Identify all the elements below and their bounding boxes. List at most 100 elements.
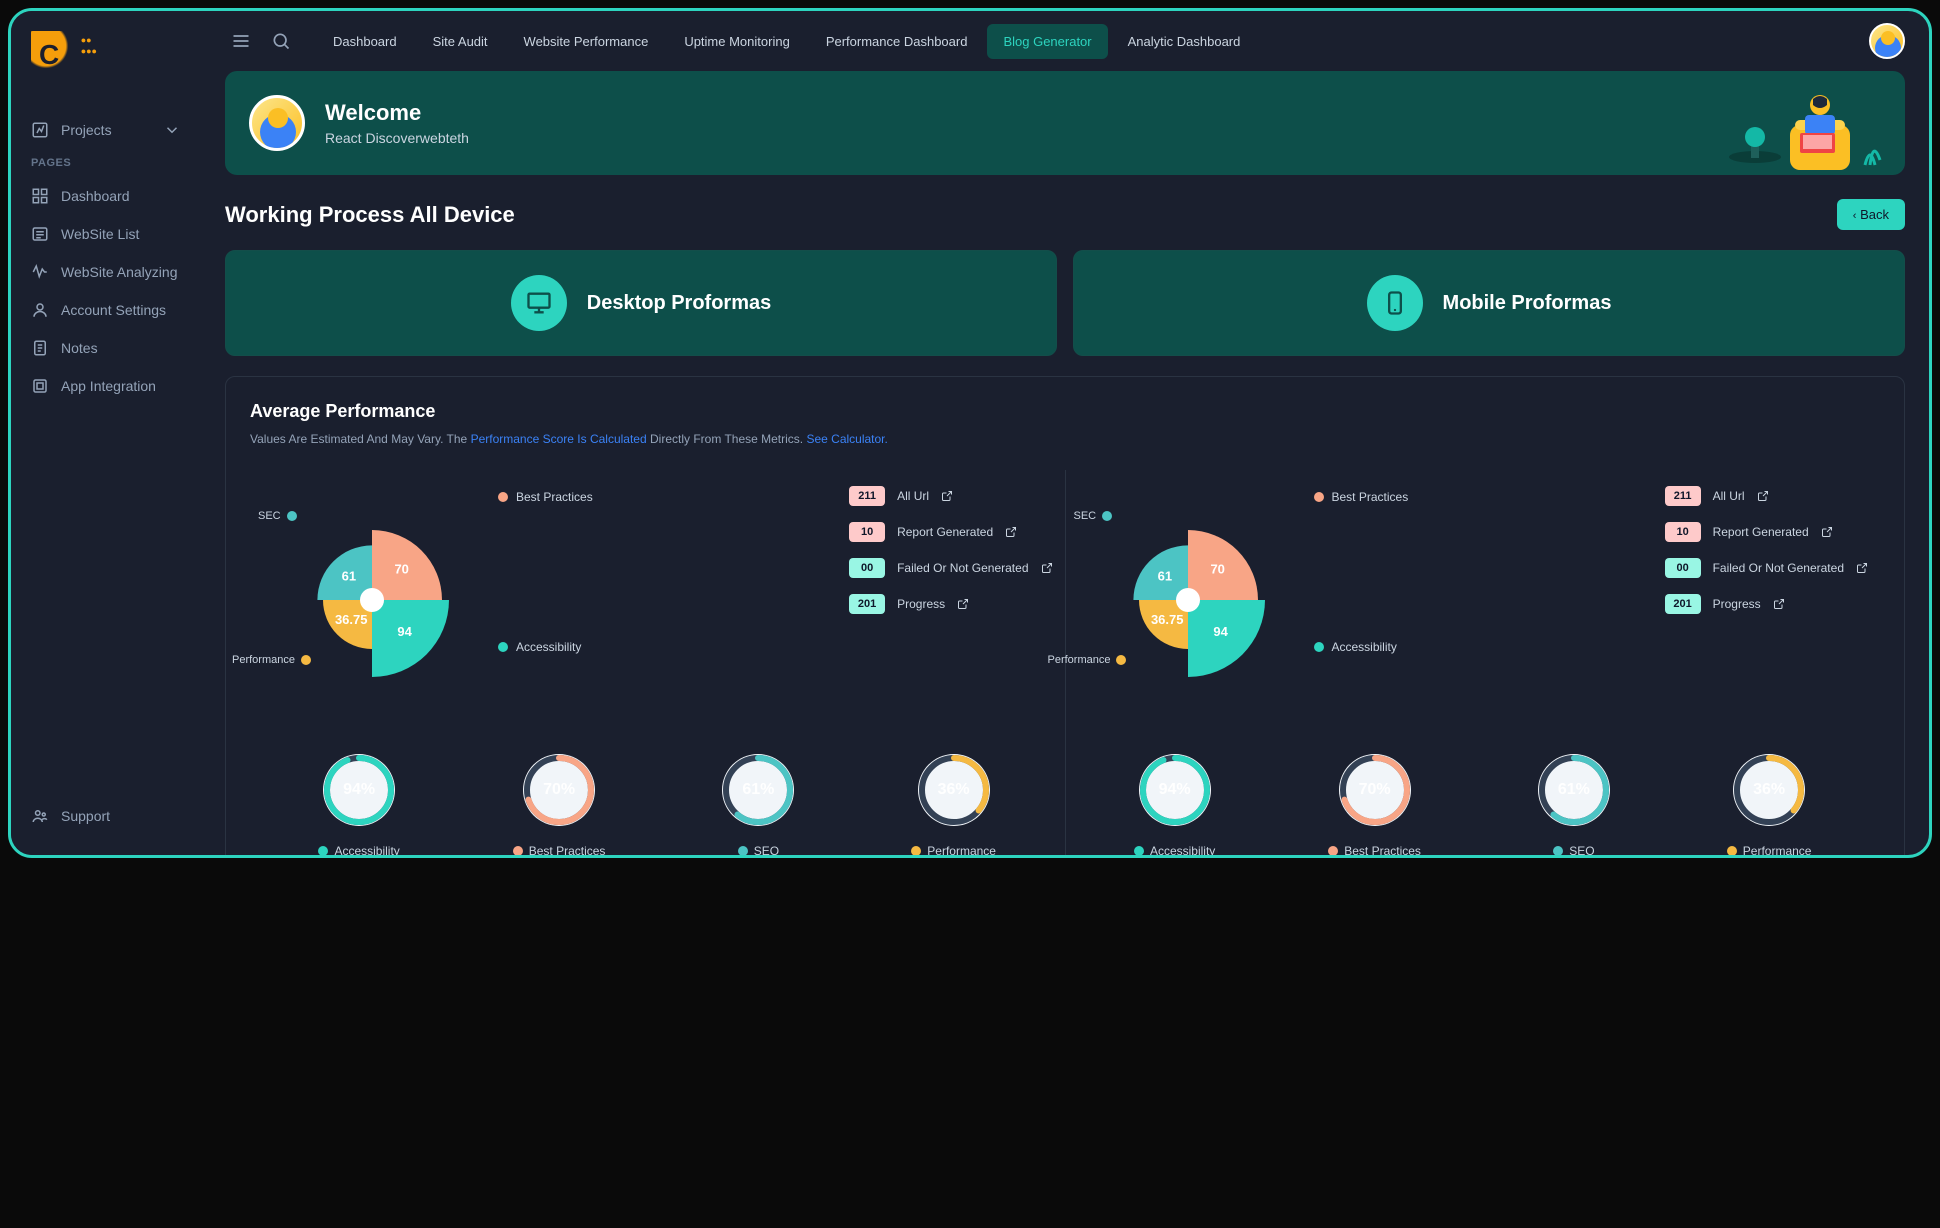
nav-blog-generator[interactable]: Blog Generator bbox=[987, 24, 1107, 59]
sidebar-label: WebSite Analyzing bbox=[61, 264, 177, 280]
nav-analytic-dashboard[interactable]: Analytic Dashboard bbox=[1112, 24, 1257, 59]
svg-text:70: 70 bbox=[394, 562, 408, 577]
file-icon bbox=[31, 339, 49, 357]
sidebar-label: Support bbox=[61, 808, 110, 824]
pie-label: Performance bbox=[232, 654, 295, 666]
dot-icon bbox=[498, 492, 508, 502]
welcome-subtitle: React Discoverwebteth bbox=[325, 130, 469, 146]
logo: ●●●●● bbox=[31, 31, 91, 81]
dot-icon bbox=[498, 642, 508, 652]
stat-row[interactable]: 10Report Generated bbox=[849, 522, 1052, 542]
stat-label: Report Generated bbox=[1713, 525, 1809, 539]
stat-badge: 00 bbox=[849, 558, 885, 578]
device-card-smartphone[interactable]: Mobile Proformas bbox=[1073, 250, 1905, 356]
smartphone-icon bbox=[1367, 275, 1423, 331]
stat-row[interactable]: 00Failed Or Not Generated bbox=[1665, 558, 1868, 578]
chevron-down-icon bbox=[163, 121, 181, 139]
ring-item: 94% Accessibility bbox=[1134, 750, 1215, 855]
svg-text:61: 61 bbox=[1157, 568, 1171, 583]
ring-item: 36% Performance bbox=[1727, 750, 1812, 855]
welcome-title: Welcome bbox=[325, 100, 469, 126]
nav-website-performance[interactable]: Website Performance bbox=[508, 24, 665, 59]
legend-label: Best Practices bbox=[516, 490, 593, 504]
svg-text:61: 61 bbox=[342, 568, 356, 583]
perf-link-see[interactable]: See Calculator. bbox=[806, 432, 887, 446]
stat-row[interactable]: 10 Report Generated bbox=[1665, 522, 1868, 542]
ring-pct: 36% bbox=[1753, 781, 1785, 799]
dot-icon bbox=[1328, 846, 1338, 855]
sidebar-item-account-settings[interactable]: Account Settings bbox=[11, 291, 201, 329]
dot-icon bbox=[738, 846, 748, 855]
dot-icon bbox=[911, 846, 921, 855]
ring-label: Performance bbox=[1743, 844, 1812, 855]
svg-text:36.75: 36.75 bbox=[335, 612, 368, 627]
topbar: DashboardSite AuditWebsite PerformanceUp… bbox=[201, 11, 1929, 71]
sidebar-item-notes[interactable]: Notes bbox=[11, 329, 201, 367]
sidebar: ●●●●● Projects PAGES DashboardWebSite Li… bbox=[11, 11, 201, 855]
stat-row[interactable]: 201Progress bbox=[849, 594, 1052, 614]
list-icon bbox=[31, 225, 49, 243]
nav-dashboard[interactable]: Dashboard bbox=[317, 24, 413, 59]
perf-link-calc[interactable]: Performance Score Is Calculated bbox=[471, 432, 647, 446]
user-avatar[interactable] bbox=[1869, 23, 1905, 59]
page-title: Working Process All Device bbox=[225, 202, 515, 228]
stat-label: Report Generated bbox=[897, 525, 993, 539]
sidebar-item-dashboard[interactable]: Dashboard bbox=[11, 177, 201, 215]
dot-icon bbox=[1314, 492, 1324, 502]
dot-icon bbox=[1314, 642, 1324, 652]
stat-badge: 201 bbox=[1665, 594, 1701, 614]
svg-text:94: 94 bbox=[1213, 624, 1228, 639]
sidebar-label: Notes bbox=[61, 340, 98, 356]
ring-pct: 36% bbox=[938, 781, 970, 799]
dot-icon bbox=[513, 846, 523, 855]
stat-row[interactable]: 211All Url bbox=[1665, 486, 1868, 506]
stat-row[interactable]: 201Progress bbox=[1665, 594, 1868, 614]
nav-uptime-monitoring[interactable]: Uptime Monitoring bbox=[668, 24, 806, 59]
back-button[interactable]: ‹ Back bbox=[1837, 199, 1905, 230]
perf-subtitle: Values Are Estimated And May Vary. The P… bbox=[250, 432, 1880, 446]
main: DashboardSite AuditWebsite PerformanceUp… bbox=[201, 11, 1929, 855]
nav-performance-dashboard[interactable]: Performance Dashboard bbox=[810, 24, 984, 59]
dot-icon bbox=[1116, 655, 1126, 665]
ring-item: 70% Best Practices bbox=[513, 750, 606, 855]
activity-icon bbox=[31, 263, 49, 281]
welcome-avatar bbox=[249, 95, 305, 151]
chart-icon bbox=[31, 121, 49, 139]
ring-pct: 94% bbox=[1159, 781, 1191, 799]
ring-label: Accessibility bbox=[334, 844, 399, 855]
user-icon bbox=[31, 301, 49, 319]
ring-label: Accessibility bbox=[1150, 844, 1215, 855]
sidebar-item-website-analyzing[interactable]: WebSite Analyzing bbox=[11, 253, 201, 291]
sidebar-item-support[interactable]: Support bbox=[11, 797, 201, 835]
stat-badge: 10 bbox=[1665, 522, 1701, 542]
sidebar-item-app-integration[interactable]: App Integration bbox=[11, 367, 201, 405]
sidebar-item-projects[interactable]: Projects bbox=[11, 111, 201, 149]
nav-site-audit[interactable]: Site Audit bbox=[417, 24, 504, 59]
device-label: Mobile Proformas bbox=[1443, 292, 1612, 315]
stat-row[interactable]: 211All Url bbox=[849, 486, 1052, 506]
sidebar-item-website-list[interactable]: WebSite List bbox=[11, 215, 201, 253]
pie-label: Performance bbox=[1048, 654, 1111, 666]
stat-badge: 211 bbox=[1665, 486, 1701, 506]
ring-label: Best Practices bbox=[529, 844, 606, 855]
stat-row[interactable]: 00Failed Or Not Generated bbox=[849, 558, 1052, 578]
ring-pct: 61% bbox=[1558, 781, 1590, 799]
external-link-icon bbox=[1856, 562, 1868, 574]
external-link-icon bbox=[1005, 526, 1017, 538]
external-link-icon bbox=[1821, 526, 1833, 538]
ring-item: 70% Best Practices bbox=[1328, 750, 1421, 855]
search-icon[interactable] bbox=[265, 25, 297, 57]
svg-text:36.75: 36.75 bbox=[1150, 612, 1183, 627]
dot-icon bbox=[1727, 846, 1737, 855]
external-link-icon bbox=[1757, 490, 1769, 502]
dot-icon bbox=[1553, 846, 1563, 855]
perf-title: Average Performance bbox=[250, 401, 1880, 422]
device-card-monitor[interactable]: Desktop Proformas bbox=[225, 250, 1057, 356]
ring-label: SEO bbox=[754, 844, 779, 855]
sidebar-label: Dashboard bbox=[61, 188, 130, 204]
stat-label: Progress bbox=[897, 597, 945, 611]
external-link-icon bbox=[957, 598, 969, 610]
menu-icon[interactable] bbox=[225, 25, 257, 57]
grid-icon bbox=[31, 187, 49, 205]
legend-label: Accessibility bbox=[1332, 640, 1397, 654]
